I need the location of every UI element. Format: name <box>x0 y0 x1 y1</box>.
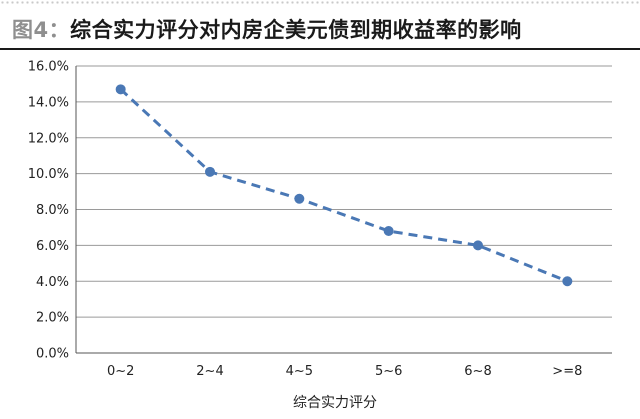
x-axis-tick-labels: 0~2 2~4 4~5 5~6 6~8 >=8 <box>107 364 582 379</box>
y-tick-label: 10.0% <box>28 167 69 182</box>
y-tick-label: 0.0% <box>36 347 69 362</box>
x-tick-label: 0~2 <box>107 364 134 379</box>
series-line <box>119 88 568 283</box>
decorative-dot-strip <box>0 0 640 6</box>
x-tick-label: 4~5 <box>286 364 313 379</box>
y-tick-label: 6.0% <box>36 239 69 254</box>
gridlines <box>75 65 612 354</box>
x-tick-label: 6~8 <box>464 364 491 379</box>
data-point <box>205 166 215 177</box>
x-axis-label: 综合实力评分 <box>293 395 377 411</box>
y-tick-label: 16.0% <box>28 60 69 75</box>
y-tick-label: 4.0% <box>36 275 69 290</box>
data-point <box>562 276 573 287</box>
chart-title: 图4：综合实力评分对内房企美元债到期收益率的影响 <box>12 14 522 44</box>
y-tick-label: 14.0% <box>28 95 69 110</box>
title-bar: 图4：综合实力评分对内房企美元债到期收益率的影响 <box>0 0 640 44</box>
y-tick-label: 2.0% <box>36 311 69 326</box>
figure-label: 图4： <box>12 18 71 42</box>
y-tick-label: 12.0% <box>28 131 69 146</box>
data-point <box>115 84 126 95</box>
y-tick-label: 8.0% <box>36 203 69 218</box>
data-point <box>294 193 305 204</box>
x-tick-label: >=8 <box>552 364 582 379</box>
x-tick-label: 2~4 <box>196 364 223 379</box>
figure-title: 综合实力评分对内房企美元债到期收益率的影响 <box>70 18 522 42</box>
y-axis-tick-labels: 0.0% 2.0% 4.0% 6.0% 8.0% 10.0% 12.0% 14.0% 16.0% <box>28 60 69 362</box>
series-layer <box>115 84 573 287</box>
data-point <box>473 240 483 251</box>
title-divider <box>0 48 640 50</box>
x-tick-label: 5~6 <box>375 364 402 379</box>
data-point <box>383 226 394 237</box>
